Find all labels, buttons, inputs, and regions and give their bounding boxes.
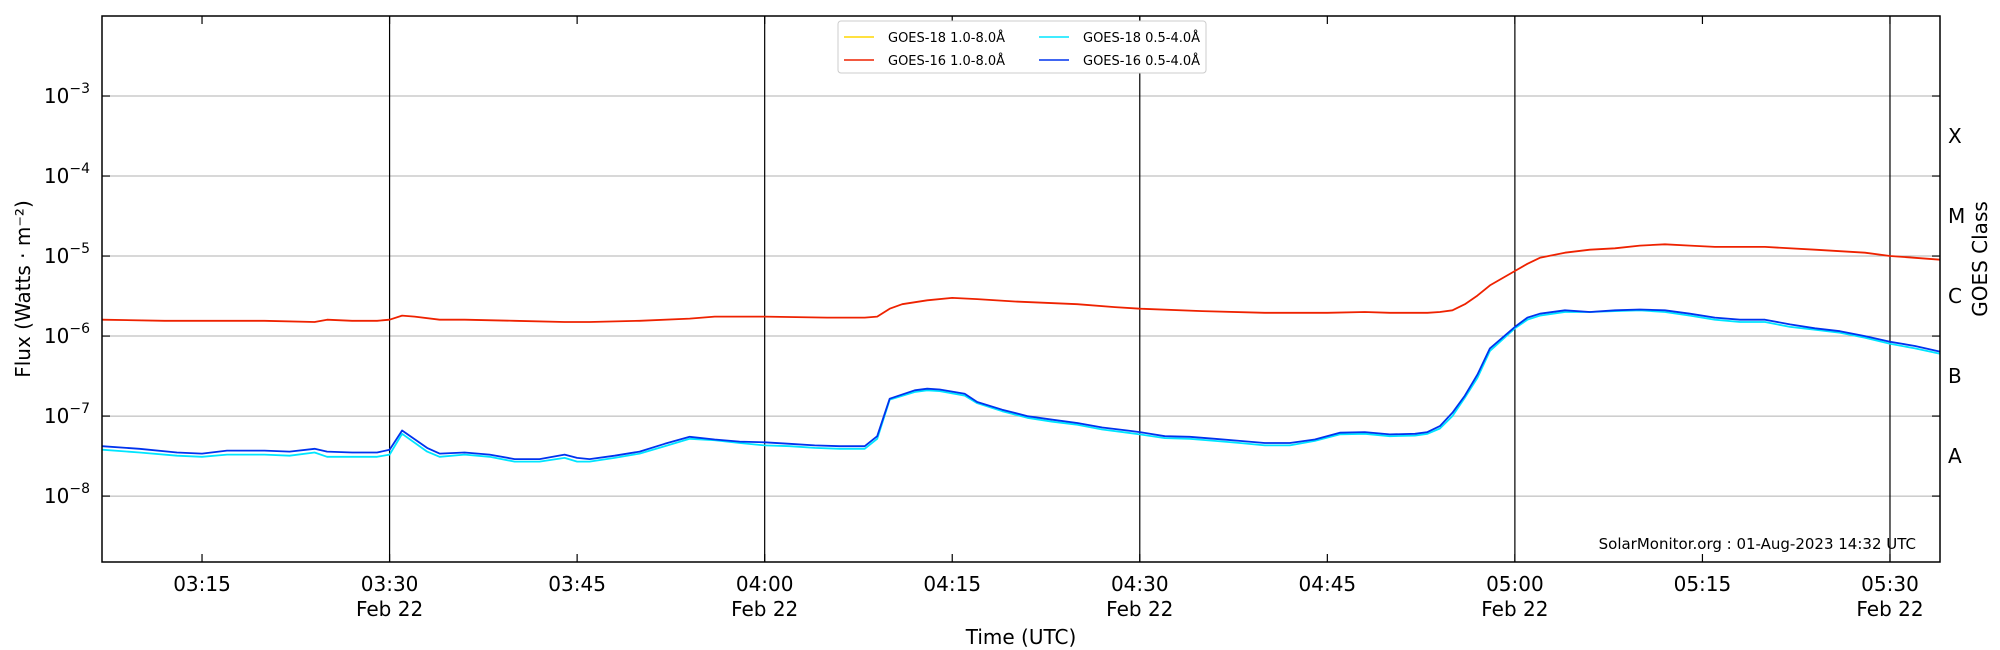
x-tick-label: 04:15 (923, 572, 981, 596)
goes-class-axis-title: GOES Class (1968, 201, 1992, 317)
grid-layer (102, 95, 1940, 497)
goes-class-label-m: M (1948, 204, 1965, 228)
x-tick-label: 05:30 (1861, 572, 1919, 596)
goes-class-labels: A B C M X (1948, 124, 1965, 468)
legend-label: GOES-18 1.0-8.0Å (888, 30, 1005, 46)
watermark-text: SolarMonitor.org : 01-Aug-2023 14:32 UTC (1599, 535, 1916, 553)
y-tick-label: 10−5 (44, 241, 90, 268)
x-tick-date-label: Feb 22 (1481, 597, 1548, 621)
x-tick-date-label: Feb 22 (356, 597, 423, 621)
x-axis-title: Time (UTC) (965, 625, 1077, 649)
y-tick-label: 10−8 (44, 481, 90, 508)
goes-class-label-x: X (1948, 124, 1962, 148)
goes-class-label-b: B (1948, 364, 1962, 388)
y-axis-ticks: 10−8 10−7 10−6 10−5 10−4 10−3 (44, 81, 1940, 508)
x-tick-label: 05:00 (1486, 572, 1544, 596)
y-tick-label: 10−4 (44, 161, 90, 188)
x-tick-label: 03:15 (173, 572, 231, 596)
legend-label: GOES-18 0.5-4.0Å (1083, 30, 1200, 46)
legend-label: GOES-16 1.0-8.0Å (888, 53, 1005, 69)
x-tick-date-label: Feb 22 (1106, 597, 1173, 621)
legend-box (837, 20, 1207, 74)
goes-class-label-c: C (1948, 284, 1962, 308)
x-tick-label: 04:00 (736, 572, 794, 596)
legend: GOES-18 1.0-8.0Å GOES-16 1.0-8.0Å GOES-18 … (837, 20, 1207, 74)
x-tick-label: 05:15 (1674, 572, 1732, 596)
plot-frame (101, 15, 1941, 563)
y-axis-title: Flux (Watts · m⁻²) (11, 200, 35, 378)
x-tick-label: 03:45 (548, 572, 606, 596)
y-tick-label: 10−7 (44, 401, 90, 428)
x-tick-label: 04:30 (1111, 572, 1169, 596)
legend-label: GOES-16 0.5-4.0Å (1083, 53, 1200, 69)
y-tick-label: 10−6 (44, 321, 90, 348)
x-tick-date-label: Feb 22 (1856, 597, 1923, 621)
series-layer (101, 243, 1941, 463)
x-tick-date-label: Feb 22 (731, 597, 798, 621)
vertical-lines-layer (388, 16, 1891, 562)
series-line-goes-16-0-5-4-0- (101, 308, 1941, 461)
series-line-goes-18-0-5-4-0- (101, 309, 1941, 463)
series-line-goes-16-1-0-8-0- (101, 243, 1941, 323)
x-tick-label: 03:30 (361, 572, 419, 596)
x-tick-label: 04:45 (1299, 572, 1357, 596)
goes-class-label-a: A (1948, 444, 1962, 468)
y-tick-label: 10−3 (44, 81, 90, 108)
